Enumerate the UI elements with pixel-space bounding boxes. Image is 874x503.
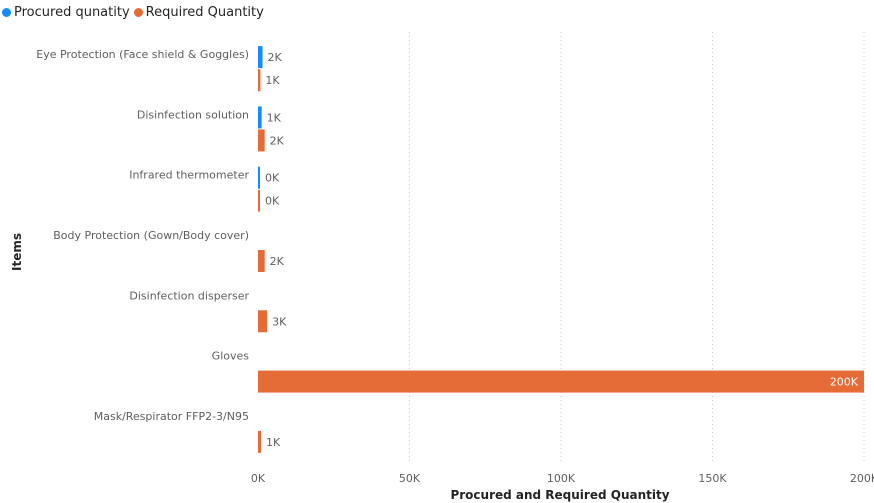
x-tick-label: 0K [251,472,266,485]
category-label: Eye Protection (Face shield & Goggles) [36,48,249,61]
x-tick-label: 200K [850,472,874,485]
legend-label-required: Required Quantity [145,4,264,20]
category-label: Infrared thermometer [129,169,249,182]
legend-item-procured[interactable]: Procured qunatity [2,5,130,20]
bar-procured [258,106,262,129]
data-label: 1K [265,74,280,87]
x-tick-label: 100K [547,472,576,485]
category-label: Disinfection solution [137,108,249,121]
x-axis-title: Procured and Required Quantity [450,488,669,502]
bar-required [258,370,864,393]
legend-item-required[interactable]: Required Quantity [133,4,264,20]
data-label: 1K [267,111,282,124]
category-label: Gloves [212,350,250,363]
bar-required [258,250,265,272]
bar-required [258,430,262,453]
category-label: Disinfection disperser [129,289,249,302]
data-label: 1K [266,436,281,449]
bar-required [258,129,265,152]
data-label: 2K [270,134,285,147]
category-label: Mask/Respirator FFP2-3/N95 [94,410,249,423]
y-axis-title: Items [10,233,24,271]
data-label: 200K [830,376,859,389]
data-label: 2K [270,255,285,268]
bar-procured [258,166,260,189]
legend-label-procured: Procured qunatity [14,4,130,20]
bar-required [258,310,268,333]
x-tick-label: 150K [698,472,727,485]
category-label: Body Protection (Gown/Body cover) [53,229,249,242]
bar-required [258,69,261,92]
data-label: 0K [265,172,280,185]
bar-required [258,189,260,212]
data-label: 0K [265,195,280,208]
data-label: 3K [272,315,287,328]
data-label: 2K [268,51,283,64]
legend-marker-required [133,7,143,17]
x-tick-label: 50K [399,472,421,485]
bar-procured [258,46,263,69]
legend-marker-procured [2,7,11,17]
legend: Procured qunatity Required Quantity [2,2,268,22]
